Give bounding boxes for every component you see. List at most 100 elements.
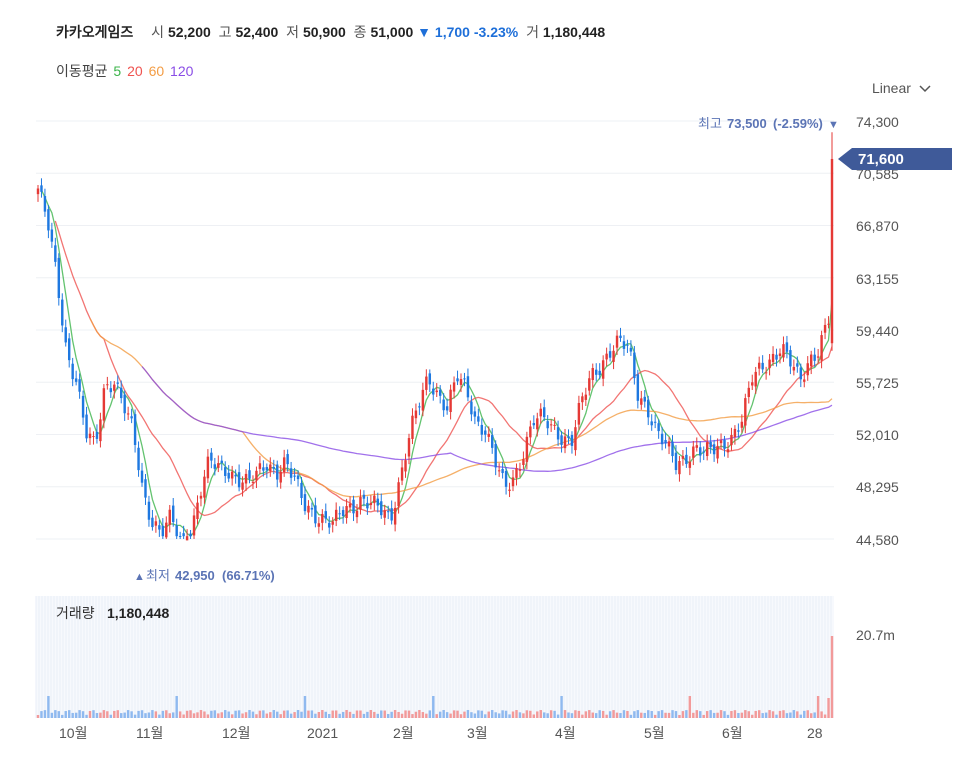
volume-bar [650, 711, 653, 718]
volume-bar [591, 712, 594, 718]
candlestick-series [36, 132, 834, 541]
volume-bar [296, 710, 300, 718]
volume-bar [255, 714, 258, 718]
volume-bar [612, 710, 615, 718]
candle-body [699, 447, 702, 456]
volume-bar [192, 713, 196, 718]
candle-body [203, 476, 206, 498]
candle-body [102, 388, 106, 421]
price-tick-5: 59,440 [856, 323, 899, 339]
candle-body [733, 428, 737, 437]
candle-body [414, 410, 418, 419]
volume-bar [525, 710, 529, 718]
candle-body [771, 353, 775, 363]
volume-bar [210, 710, 213, 718]
candle-body [761, 362, 764, 370]
volume-bar [383, 710, 386, 718]
ma-legend-20[interactable]: 20 [127, 63, 143, 79]
candle-body [813, 354, 816, 361]
volume-bar [827, 698, 830, 718]
volume-bar [473, 713, 477, 718]
x-tick-28: 28 [807, 725, 823, 741]
candle-body [237, 472, 241, 488]
volume-bar [393, 710, 397, 718]
candle-body [74, 378, 78, 382]
candle-body [581, 396, 584, 403]
candle-body [282, 457, 286, 473]
volume-axis-tick: 20.7m [856, 627, 895, 643]
candle-body [556, 427, 560, 440]
ma-legend-60[interactable]: 60 [148, 63, 165, 79]
ma-line-5 [40, 189, 833, 538]
high-value: 52,400 [235, 24, 279, 40]
candle-body [712, 444, 716, 455]
candle-body [258, 463, 262, 469]
scale-selector[interactable]: Linear [872, 80, 931, 96]
volume-bar [203, 711, 206, 718]
volume-bar [230, 714, 234, 718]
volume-bar [428, 710, 432, 718]
volume-bar [685, 710, 688, 718]
volume-bar [47, 696, 50, 718]
candle-body [577, 402, 581, 425]
ma-legend-120[interactable]: 120 [170, 63, 194, 79]
volume-bar [761, 713, 764, 718]
candle-body [723, 439, 726, 449]
candle-body [816, 356, 820, 358]
candle-body [737, 430, 740, 432]
volume-bar [501, 710, 504, 718]
volume-bar [338, 713, 341, 718]
candle-body [303, 494, 307, 512]
candle-body [404, 460, 407, 472]
candle-body [400, 467, 404, 481]
price-tick-4: 63,155 [856, 271, 899, 287]
candle-body [647, 399, 650, 418]
candle-body [189, 533, 192, 537]
volume-bar [269, 712, 272, 718]
candle-body [161, 525, 165, 537]
change-percent: -3.23% [473, 24, 519, 40]
high-marker-down-icon: ▼ [828, 119, 839, 131]
volume-bar [705, 711, 709, 718]
volume-bar [490, 710, 494, 718]
x-tick-jun: 6월 [722, 725, 743, 741]
candle-body [151, 517, 154, 528]
volume-bar [653, 714, 657, 718]
candle-body [317, 523, 321, 527]
candle-body [296, 475, 300, 480]
candle-body [390, 508, 393, 521]
ma-legend-5[interactable]: 5 [113, 63, 122, 79]
low-marker-up-icon: ▲ [134, 571, 145, 583]
volume-bar [445, 712, 449, 718]
high-marker: 최고 73,500 (-2.59%) ▼ [698, 116, 839, 131]
candle-body [522, 459, 525, 465]
candle-body [615, 335, 619, 348]
candle-body [168, 509, 171, 525]
volume-bar [314, 713, 317, 718]
volume-bar [543, 712, 546, 718]
volume-bar [262, 710, 265, 718]
candle-body [130, 416, 133, 419]
candle-body [113, 384, 116, 391]
volume-bar [126, 710, 130, 718]
volume-bar [546, 713, 549, 718]
price-axis: 74,300 70,585 66,870 63,155 59,440 55,72… [856, 114, 899, 548]
volume-bar [158, 714, 161, 718]
volume-bar [792, 710, 796, 718]
x-tick-oct: 10월 [59, 725, 87, 741]
candle-body [792, 366, 796, 371]
candle-body [88, 433, 92, 439]
candle-body [764, 372, 768, 374]
volume-bar [213, 710, 217, 718]
candle-body [702, 451, 705, 453]
candle-body [456, 378, 459, 382]
volume-bar [334, 710, 338, 718]
price-summary: 카카오게임즈 시 52,200 고 52,400 저 50,900 종 51,0… [56, 22, 605, 42]
volume-bar [54, 710, 57, 718]
candle-body [681, 456, 685, 459]
volume-bar [234, 710, 237, 718]
candle-body [827, 323, 830, 325]
candle-body [511, 477, 515, 487]
volume-bar [823, 714, 827, 718]
